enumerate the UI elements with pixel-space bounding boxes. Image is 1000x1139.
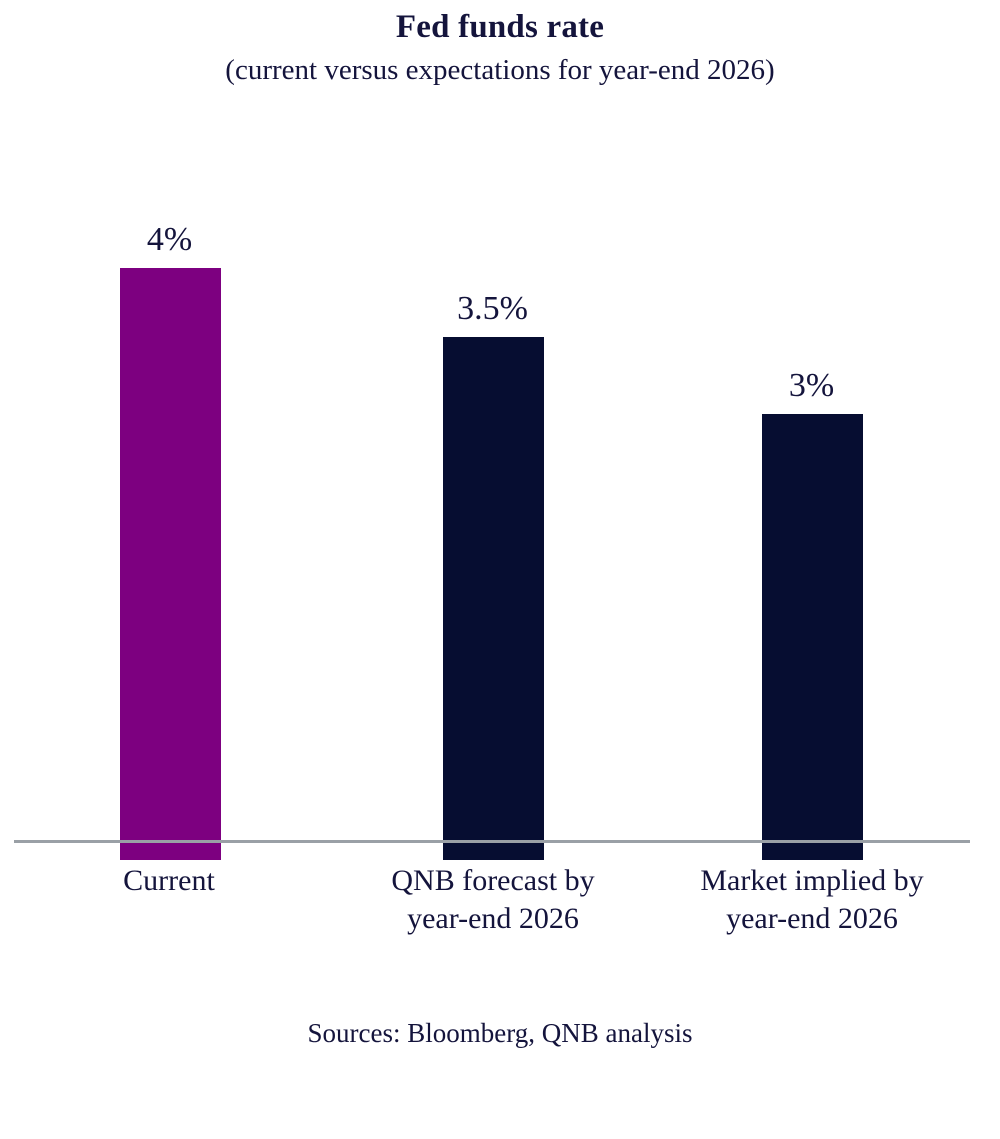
x-tick-label-line: year-end 2026 [726,902,898,936]
bar-qnb-forecast: 3.5% [443,292,544,860]
bar-rect-0 [120,268,221,860]
x-tick-label-market-implied: Market implied by year-end 2026 [661,862,963,939]
chart-subtitle: (current versus expectations for year-en… [225,53,775,86]
source-note: Sources: Bloomberg, QNB analysis [307,1018,693,1048]
bar-value-label-0: 4% [146,221,193,258]
x-tick-label-current: Current [49,862,289,900]
bar-rect-1 [443,337,544,860]
x-axis-tick-labels: Current QNB forecast by year-end 2026 Mar… [0,862,1000,972]
x-tick-label-qnb-forecast: QNB forecast by year-end 2026 [343,862,643,939]
plot-area: 4% 3.5% 3% [14,223,970,860]
bar-value-label-2: 3% [788,367,835,404]
bar-current: 4% [120,223,221,860]
bar-rect-2 [762,414,863,860]
x-tick-label-line: QNB forecast by [391,864,595,897]
x-tick-label-line: year-end 2026 [407,902,579,936]
x-tick-label-line: Current [123,864,215,897]
bar-value-label-1: 3.5% [457,290,528,327]
chart-title-block: Fed funds rate (current versus expectati… [0,8,1000,88]
x-axis-line [14,840,970,843]
x-tick-label-line: Market implied by [700,864,924,897]
page-title: Fed funds rate [395,9,605,45]
bar-market-implied: 3% [762,369,863,860]
